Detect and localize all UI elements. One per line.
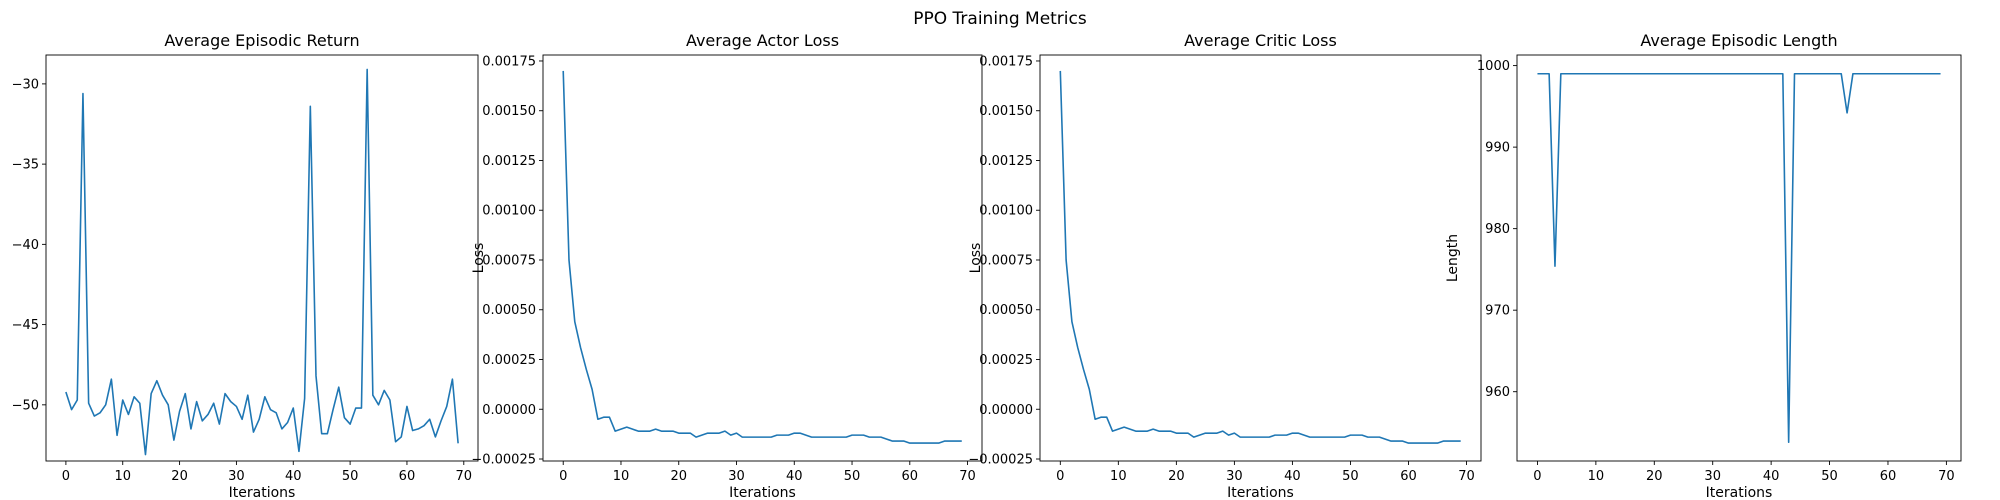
chart-4-x-tick-label: 50 [1821,469,1838,484]
chart-1-x-tick-label: 70 [456,469,473,484]
subplots: Average Episodic Return 0 10 20 30 40 50 60 70 −5… [12,31,1962,500]
chart-2-x-tick-label: 40 [786,469,803,484]
chart-1-y-tick-label: −35 [12,158,39,173]
chart-3-y-tick-label: 0.00075 [979,253,1033,268]
chart-3-y-tick-label: 0.00100 [979,204,1033,219]
chart-1-x-tick-label: 20 [171,469,188,484]
chart-3-y-tick-label: 0.00175 [979,54,1033,69]
chart-1-x-tick-label: 40 [285,469,302,484]
chart-4-y-axis-label: Length [1445,234,1461,282]
figure-title: PPO Training Metrics [913,9,1087,29]
chart-3-x-tick-label: 20 [1168,469,1185,484]
chart-3-x-tick-label: 10 [1110,469,1127,484]
chart-1-x-tick-label: 0 [62,469,70,484]
chart-1-y-tick-label: −50 [12,398,39,413]
chart-4-x-tick-label: 30 [1704,469,1721,484]
chart-2-y-tick-label: 0.00125 [482,154,536,169]
chart-4-y-tick-label: 1000 [1477,59,1510,74]
chart-2-x-tick-label: 10 [613,469,630,484]
chart-3-y-axis-label: Loss [968,243,984,274]
chart-4-title: Average Episodic Length [1640,31,1837,50]
chart-1-x-tick-label: 60 [399,469,416,484]
chart-1-x-tick-label: 30 [228,469,245,484]
chart-2-y-tick-label: −0.00025 [471,453,536,468]
chart-3-x-tick-label: 70 [1458,469,1475,484]
chart-2-axes-frame [542,54,983,462]
chart-2-title: Average Actor Loss [686,31,839,50]
chart-2-y-tick-label: 0.00050 [482,303,536,318]
chart-2-y-axis-label: Loss [471,243,487,274]
chart-1-series-line [65,68,459,456]
chart-4-x-tick-label: 70 [1938,469,1955,484]
chart-2-x-tick-label: 20 [670,469,687,484]
chart-3-y-tick-label: 0.00150 [979,104,1033,119]
chart-4-x-tick-label: 20 [1646,469,1663,484]
chart-2-x-tick-label: 30 [728,469,745,484]
chart-4-y-tick-label: 990 [1485,141,1510,156]
chart-3-x-tick-label: 40 [1284,469,1301,484]
chart-4-axes-frame [1516,54,1962,462]
chart-3-y-tick-label: 0.00050 [979,303,1033,318]
chart-2-x-tick-label: 70 [959,469,976,484]
chart-4-average-episodic-length: Average Episodic Length 0 10 20 30 40 50 60 70 96… [1445,31,1962,500]
chart-1-y-tick-label: −45 [12,318,39,333]
chart-1-average-episodic-return: Average Episodic Return 0 10 20 30 40 50 60 70 −5… [12,31,479,500]
chart-4-y-tick-label: 980 [1485,222,1510,237]
chart-1-x-tick-label: 50 [342,469,359,484]
chart-1-axes-frame [45,54,479,462]
chart-2-y-tick-label: 0.00025 [482,353,536,368]
chart-4-series-line [1537,72,1941,444]
chart-2-x-tick-label: 0 [559,469,567,484]
chart-1-x-tick-label: 10 [114,469,131,484]
chart-4-x-tick-label: 40 [1763,469,1780,484]
chart-2-y-tick-label: 0.00100 [482,204,536,219]
chart-2-x-tick-label: 60 [902,469,919,484]
chart-2-series-line [562,70,962,444]
chart-1-y-tick-label: −40 [12,238,39,253]
chart-2-average-actor-loss: Average Actor Loss 0 10 20 30 40 50 60 70 −0.0002… [471,31,983,500]
chart-3-x-tick-label: 50 [1342,469,1359,484]
chart-4-y-tick-label: 970 [1485,304,1510,319]
chart-2-y-tick-label: 0.00000 [482,403,536,418]
chart-4-x-tick-label: 60 [1880,469,1897,484]
chart-3-axes-frame [1039,54,1482,462]
chart-3-average-critic-loss: Average Critic Loss 0 10 20 30 40 50 60 70 −0.000… [968,31,1482,500]
chart-4-x-tick-label: 0 [1533,469,1541,484]
chart-1-x-axis-label: Iterations [229,485,296,500]
chart-1-y-tick-label: −30 [12,77,39,92]
chart-3-y-tick-label: 0.00000 [979,403,1033,418]
chart-3-title: Average Critic Loss [1184,31,1337,50]
chart-4-x-tick-label: 10 [1588,469,1605,484]
chart-2-y-tick-label: 0.00175 [482,54,536,69]
chart-3-x-tick-label: 30 [1226,469,1243,484]
chart-3-x-axis-label: Iterations [1227,485,1294,500]
chart-3-series-line [1059,70,1461,444]
chart-3-x-tick-label: 60 [1400,469,1417,484]
chart-3-y-tick-label: 0.00125 [979,154,1033,169]
chart-3-x-tick-label: 0 [1056,469,1064,484]
chart-2-x-axis-label: Iterations [729,485,796,500]
chart-3-y-tick-label: 0.00025 [979,353,1033,368]
chart-4-y-tick-label: 960 [1485,385,1510,400]
chart-1-title: Average Episodic Return [164,31,359,50]
chart-2-y-tick-label: 0.00075 [482,253,536,268]
chart-2-y-tick-label: 0.00150 [482,104,536,119]
chart-4-x-axis-label: Iterations [1706,485,1773,500]
chart-2-x-tick-label: 50 [844,469,861,484]
chart-3-y-tick-label: −0.00025 [968,453,1033,468]
